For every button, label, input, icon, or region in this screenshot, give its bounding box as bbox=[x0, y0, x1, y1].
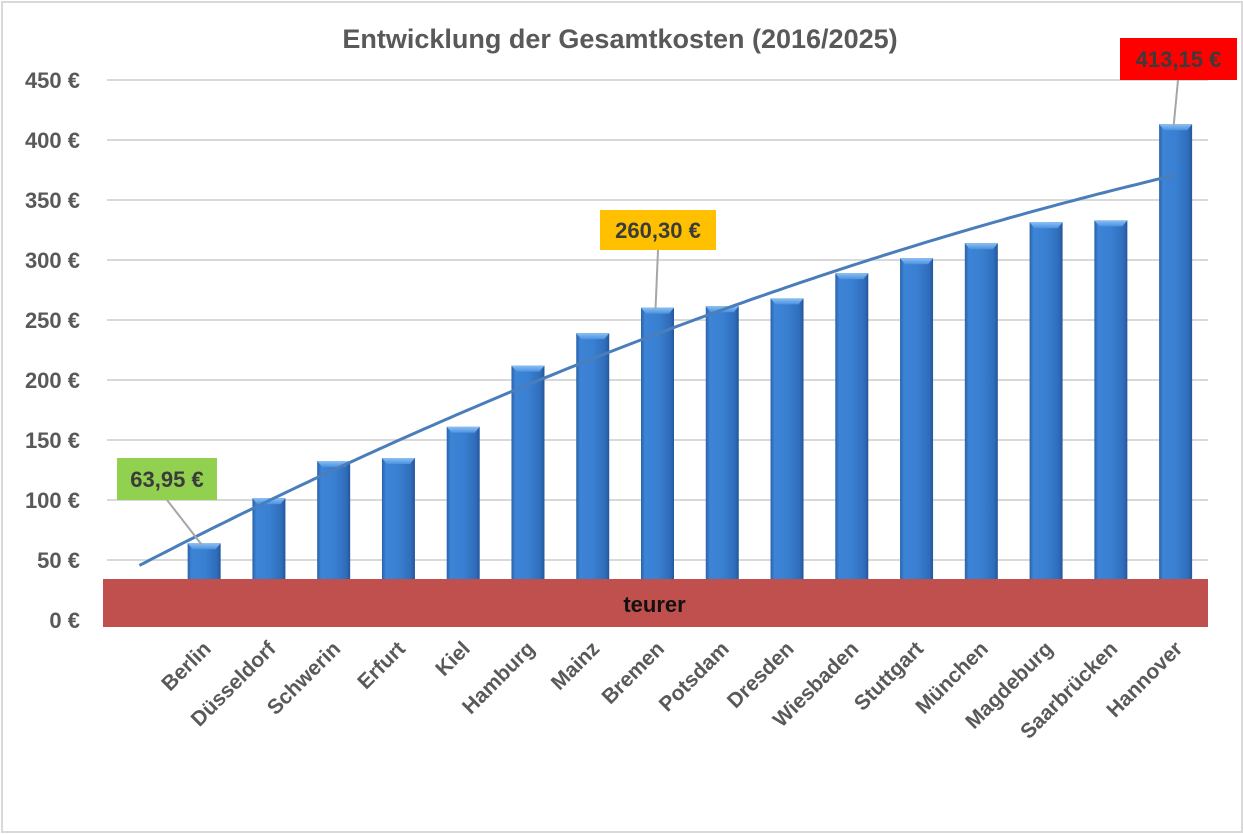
callout-leader bbox=[654, 249, 659, 310]
bar-bevel bbox=[641, 307, 674, 314]
bar-body bbox=[705, 306, 739, 620]
band-label: teurer bbox=[623, 592, 686, 617]
bar-hamburg bbox=[511, 365, 545, 620]
bar-wiesbaden bbox=[835, 273, 869, 620]
bar-dresden bbox=[770, 298, 804, 620]
x-tick-label: Berlin bbox=[157, 637, 215, 695]
callout-box bbox=[600, 210, 716, 250]
callout-berlin: 63,95 € bbox=[117, 458, 217, 546]
bar-body bbox=[835, 273, 869, 620]
bar-bevel bbox=[900, 258, 934, 265]
bar-magdeburg bbox=[1029, 222, 1063, 620]
bar-bevel bbox=[576, 333, 610, 340]
y-tick-label: 400 € bbox=[25, 128, 80, 153]
bar-body bbox=[641, 307, 674, 620]
bar-bevel bbox=[511, 365, 545, 372]
callout-leader bbox=[166, 499, 203, 546]
bar-bevel bbox=[1094, 220, 1128, 227]
bar-stuttgart bbox=[900, 258, 934, 620]
callouts: 63,95 € 260,30 € 413,15 € bbox=[117, 38, 1237, 546]
bar-bevel bbox=[446, 426, 480, 433]
callout-label: 63,95 € bbox=[130, 467, 203, 492]
y-tick-label: 0 € bbox=[49, 608, 80, 633]
y-tick-label: 200 € bbox=[25, 368, 80, 393]
y-axis-ticks: 0 € 50 € 100 € 150 € 200 € 250 € 300 € 350 € 400… bbox=[25, 68, 80, 633]
bar-bevel bbox=[1029, 222, 1063, 229]
bar-hannover bbox=[1159, 124, 1193, 620]
bars bbox=[187, 124, 1193, 620]
y-tick-label: 100 € bbox=[25, 488, 80, 513]
bar-münchen bbox=[964, 243, 998, 620]
y-tick-label: 250 € bbox=[25, 308, 80, 333]
bar-bevel bbox=[381, 458, 415, 464]
bar-saarbrücken bbox=[1094, 220, 1128, 620]
bar-mainz bbox=[576, 333, 610, 620]
bar-body bbox=[1159, 124, 1193, 620]
y-tick-label: 50 € bbox=[37, 548, 80, 573]
bar-bevel bbox=[964, 243, 998, 250]
callout-hannover: 413,15 € bbox=[1120, 38, 1237, 127]
bar-bevel bbox=[187, 543, 221, 550]
x-tick-label: Kiel bbox=[431, 637, 474, 680]
bar-body bbox=[576, 333, 610, 620]
x-tick-label: Mainz bbox=[547, 637, 605, 695]
bar-potsdam bbox=[705, 306, 739, 620]
callout-box bbox=[1120, 38, 1237, 80]
y-tick-label: 450 € bbox=[25, 68, 80, 93]
trendline bbox=[138, 173, 1176, 567]
bar-body bbox=[1094, 220, 1128, 620]
chart-title: Entwicklung der Gesamtkosten (2016/2025) bbox=[342, 24, 897, 54]
bar-body bbox=[1029, 222, 1063, 620]
y-tick-label: 350 € bbox=[25, 188, 80, 213]
bar-body bbox=[900, 258, 934, 620]
callout-label: 260,30 € bbox=[615, 218, 701, 243]
trendline-group bbox=[138, 173, 1176, 567]
bar-bevel bbox=[1159, 124, 1193, 131]
bar-bremen bbox=[641, 307, 674, 620]
bar-body bbox=[964, 243, 998, 620]
expense-band: teurer bbox=[103, 579, 1208, 627]
bar-bevel bbox=[770, 298, 804, 305]
y-tick-label: 150 € bbox=[25, 428, 80, 453]
bar-body bbox=[770, 298, 804, 620]
bar-body bbox=[511, 365, 545, 620]
callout-label: 413,15 € bbox=[1136, 47, 1222, 72]
callout-bremen: 260,30 € bbox=[600, 210, 716, 310]
callout-box bbox=[117, 458, 217, 500]
band-rect bbox=[103, 579, 1208, 627]
bar-bevel bbox=[835, 273, 869, 280]
callout-leader bbox=[1172, 79, 1179, 127]
x-tick-label: Potsdam bbox=[655, 637, 734, 716]
x-tick-label: Erfurt bbox=[353, 637, 410, 694]
y-tick-label: 300 € bbox=[25, 248, 80, 273]
